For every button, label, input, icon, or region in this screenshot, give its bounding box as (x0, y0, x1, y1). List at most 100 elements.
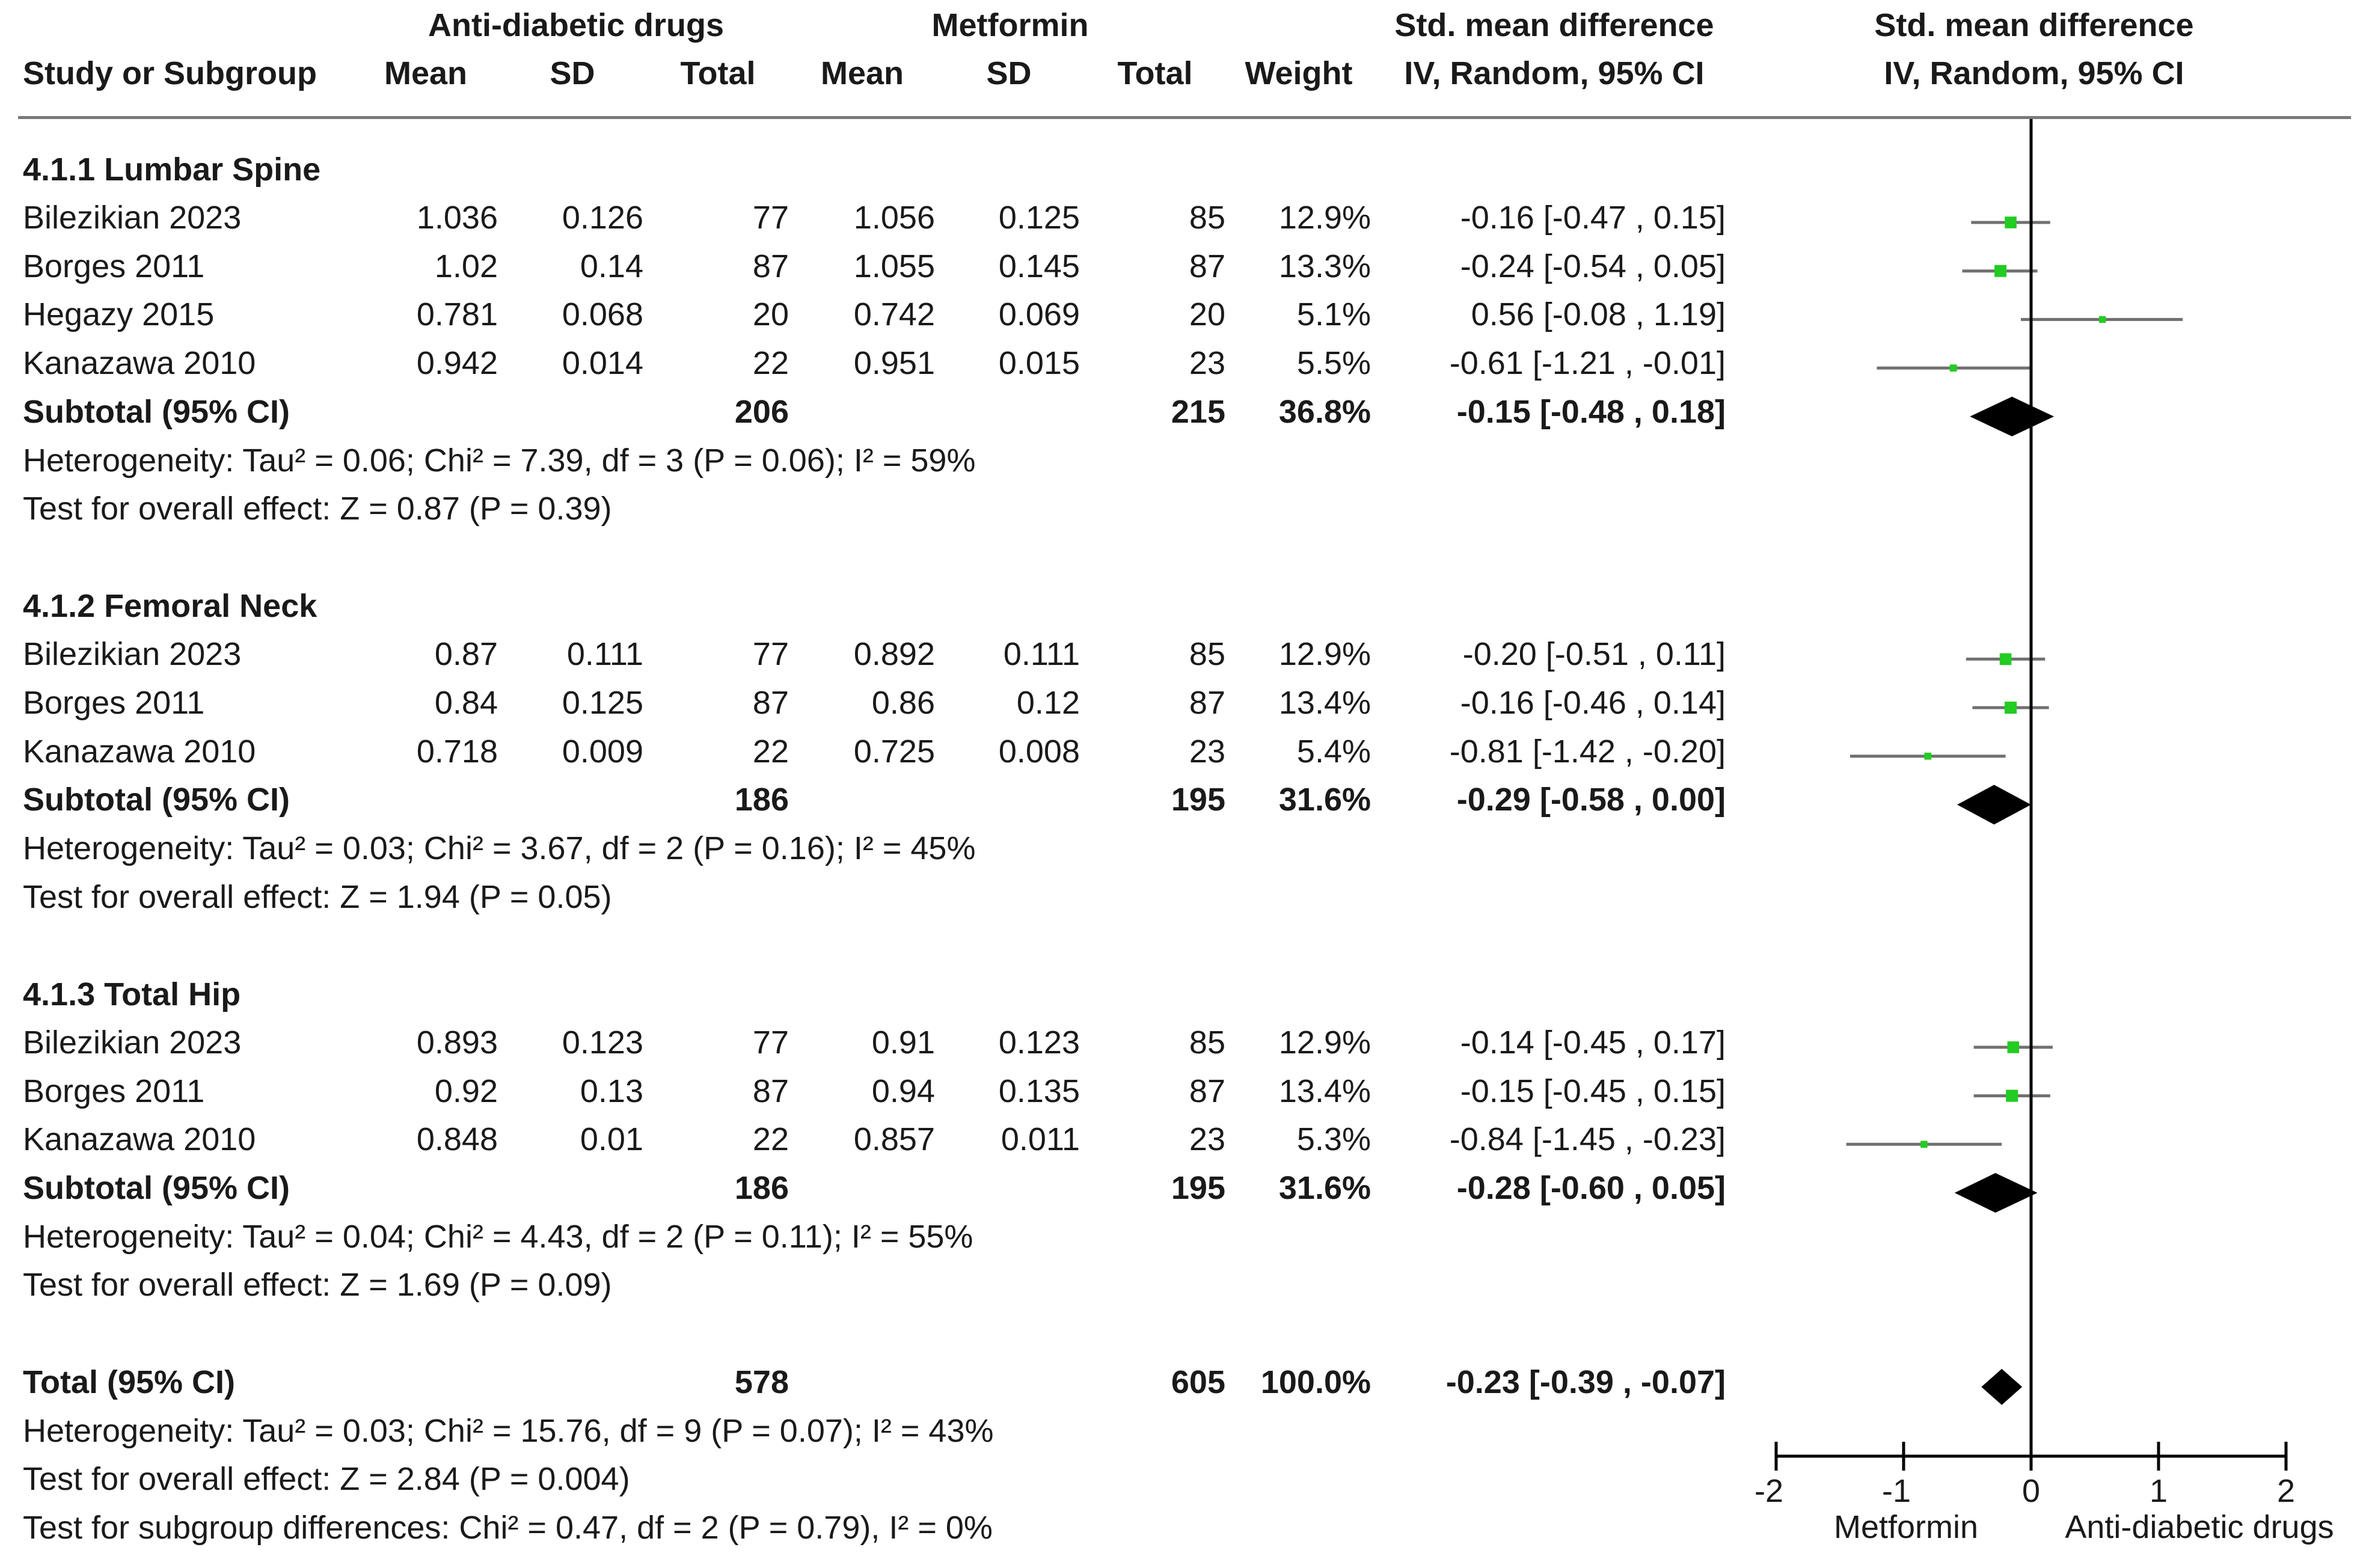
study-ci: -0.20 [-0.51 , 0.11] (1462, 636, 1726, 673)
study-mean1: 0.84 (434, 685, 498, 721)
study-n2: 85 (1189, 636, 1225, 673)
study-mean2: 0.951 (853, 345, 935, 382)
total-n1: 578 (734, 1364, 789, 1400)
study-1-1-point (2005, 701, 2017, 714)
subtotal-diamond-0 (1970, 396, 2055, 436)
x-tick-label: -2 (1754, 1473, 1783, 1509)
header-rule (18, 116, 2351, 119)
study-sd1: 0.068 (562, 296, 643, 333)
study-n1: 87 (752, 685, 789, 721)
header-effect-label: Std. mean difference (1394, 7, 1714, 43)
total-weight: 100.0% (1260, 1364, 1371, 1400)
study-name: Bilezikian 2023 (23, 1024, 242, 1061)
study-n2: 85 (1189, 1024, 1225, 1061)
study-name: Kanazawa 2010 (23, 733, 256, 770)
study-sd2: 0.008 (998, 733, 1080, 770)
heterogeneity-text: Heterogeneity: Tau² = 0.06; Chi² = 7.39,… (23, 442, 976, 479)
study-name: Kanazawa 2010 (23, 1121, 256, 1158)
x-tick-label: 1 (2149, 1473, 2168, 1509)
study-n1: 87 (752, 248, 789, 284)
study-sd2: 0.011 (1001, 1121, 1080, 1158)
study-sd2: 0.111 (1003, 636, 1080, 673)
subtotal-ci: -0.15 [-0.48 , 0.18] (1456, 393, 1726, 430)
study-ci: -0.84 [-1.45 , -0.23] (1449, 1121, 1726, 1158)
x-tick-label: -1 (1881, 1473, 1911, 1509)
subgroup-title: 4.1.3 Total Hip (23, 976, 241, 1012)
x-axis-right-label: Anti-diabetic drugs (2065, 1509, 2334, 1545)
subgroup-title: 4.1.2 Femoral Neck (23, 588, 317, 625)
study-mean2: 0.86 (871, 685, 935, 721)
study-0-1-point (1994, 265, 2007, 277)
study-1-2-point (1924, 752, 1932, 760)
x-tick-label: 2 (2276, 1473, 2296, 1509)
study-mean2: 1.056 (853, 200, 935, 236)
study-mean1: 0.718 (416, 733, 498, 770)
header-group1: Anti-diabetic drugs (428, 7, 724, 43)
header-col-weight: Weight (1245, 55, 1353, 91)
header-col-total1: Total (680, 55, 756, 91)
study-sd2: 0.123 (998, 1024, 1080, 1061)
subgroup-differences-text: Test for subgroup differences: Chi² = 0.… (23, 1509, 993, 1546)
study-sd1: 0.111 (566, 636, 643, 673)
study-ci: -0.16 [-0.47 , 0.15] (1460, 200, 1726, 236)
study-n2: 23 (1189, 1121, 1225, 1158)
study-mean1: 0.781 (416, 296, 498, 333)
study-weight: 12.9% (1278, 1024, 1371, 1061)
study-mean2: 0.742 (853, 296, 935, 333)
study-n2: 87 (1189, 1073, 1225, 1109)
study-weight: 13.3% (1278, 248, 1371, 284)
total-ci: -0.23 [-0.39 , -0.07] (1445, 1364, 1726, 1400)
study-sd1: 0.009 (562, 733, 643, 770)
x-axis-left-label: Metformin (1833, 1509, 1979, 1545)
study-sd1: 0.14 (580, 248, 643, 284)
study-mean2: 1.055 (853, 248, 935, 284)
subtotal-weight: 31.6% (1278, 1170, 1371, 1206)
total-heterogeneity-text: Heterogeneity: Tau² = 0.03; Chi² = 15.76… (23, 1412, 994, 1449)
overall-effect-text: Test for overall effect: Z = 1.94 (P = 0… (23, 878, 612, 915)
header-col-sd2: SD (986, 55, 1032, 91)
subtotal-n1: 206 (734, 393, 789, 430)
study-sd2: 0.12 (1016, 685, 1080, 721)
subtotal-weight: 36.8% (1278, 393, 1371, 430)
subtotal-label: Subtotal (95% CI) (23, 393, 290, 430)
study-n1: 20 (752, 296, 789, 333)
study-mean1: 0.87 (434, 636, 498, 673)
study-n1: 77 (752, 200, 789, 236)
study-mean2: 0.892 (853, 636, 935, 673)
study-mean1: 1.036 (416, 200, 498, 236)
study-mean1: 0.92 (434, 1073, 498, 1109)
header-plot-method: IV, Random, 95% CI (1884, 55, 2184, 91)
study-sd1: 0.01 (580, 1121, 643, 1158)
subtotal-n2: 215 (1171, 393, 1225, 430)
study-n1: 77 (752, 636, 789, 673)
study-n1: 22 (752, 345, 789, 382)
study-mean1: 1.02 (434, 248, 498, 284)
study-0-2-point (2099, 316, 2106, 323)
header-col-study: Study or Subgroup (23, 55, 317, 91)
study-ci: -0.15 [-0.45 , 0.15] (1460, 1073, 1726, 1109)
study-weight: 12.9% (1278, 200, 1371, 236)
subgroup-title: 4.1.1 Lumbar Spine (23, 152, 321, 188)
study-sd2: 0.125 (998, 200, 1080, 236)
study-1-0-point (1999, 653, 2012, 666)
subtotal-n2: 195 (1171, 782, 1225, 818)
subtotal-weight: 31.6% (1278, 782, 1371, 818)
study-2-0-point (2007, 1041, 2020, 1053)
study-weight: 5.4% (1296, 733, 1371, 770)
study-sd2: 0.135 (998, 1073, 1080, 1109)
header-col-mean2: Mean (820, 55, 904, 91)
study-2-2-point (1920, 1141, 1928, 1148)
study-0-3-point (1949, 364, 1957, 372)
study-mean1: 0.942 (416, 345, 498, 382)
study-n2: 20 (1189, 296, 1225, 333)
study-name: Hegazy 2015 (23, 296, 215, 333)
study-mean1: 0.893 (416, 1024, 498, 1061)
study-ci: 0.56 [-0.08 , 1.19] (1471, 296, 1726, 333)
subtotal-ci: -0.29 [-0.58 , 0.00] (1456, 782, 1726, 818)
study-weight: 5.1% (1296, 296, 1371, 333)
study-sd2: 0.069 (998, 296, 1080, 333)
study-weight: 13.4% (1278, 685, 1371, 721)
study-n2: 23 (1189, 345, 1225, 382)
study-ci: -0.24 [-0.54 , 0.05] (1460, 248, 1726, 284)
study-name: Bilezikian 2023 (23, 200, 242, 236)
